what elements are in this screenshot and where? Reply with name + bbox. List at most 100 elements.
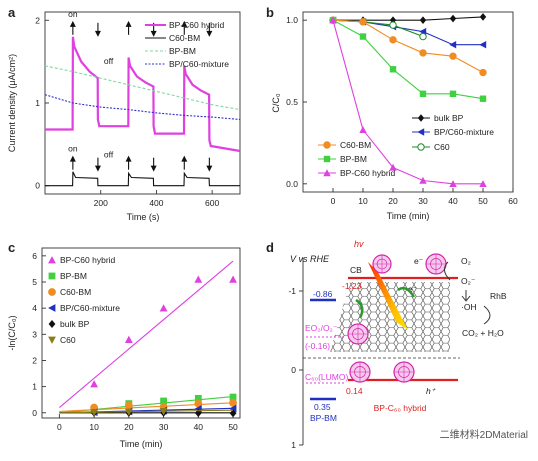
b-legend-marker-c60-bm: [323, 141, 331, 149]
b-series-line-bp-bm: [332, 19, 484, 100]
d-cb-label: CB: [350, 265, 362, 275]
d-watermark: 二维材料2DMaterial: [440, 428, 528, 441]
c-point-c60-2: [124, 408, 133, 416]
d-o2-minus: O₂⁻: [461, 276, 476, 286]
d-green-arrow-2: [397, 286, 416, 298]
panel-a-arrows: on off on off: [68, 9, 213, 172]
c-fit-c60: [59, 409, 234, 414]
c-point-bp-c60-hybrid-3: [159, 304, 168, 312]
a-annotation-off-bottom: off: [104, 150, 114, 160]
a-ytick-label-2: 2: [35, 15, 40, 25]
a-arrow-head-2-0: [125, 20, 132, 27]
b-legend-marker-bp-bm: [323, 155, 331, 163]
panel-b-series: [329, 13, 487, 188]
c-ytick-label-4: 4: [32, 303, 37, 313]
c-legend-marker-bp-c60-hybrid: [48, 256, 56, 264]
panel-b-legend: bulk BP BP/C60-mixture C60-BM C60 BP-BM BP-C6…: [318, 113, 494, 178]
c-xtick-label-20: 20: [124, 422, 134, 432]
c-ytick-label-3: 3: [32, 329, 37, 339]
c-xtick-label-0: 0: [57, 422, 62, 432]
a-legend-label-bp-c60-mixture: BP/C60-mixture: [169, 59, 229, 69]
d-bpbm-label: BP-BM: [310, 413, 337, 423]
d-cb-value: -1.23: [342, 281, 362, 291]
c-point-bp-bm-5: [229, 393, 237, 401]
a-arrow-head-0-0: [69, 20, 76, 27]
b-legend-label-bp-c60-mixture: BP/C60-mixture: [434, 127, 494, 137]
a-arrow-head-3-1: [150, 165, 157, 172]
c-ytick-label-1: 1: [32, 382, 37, 392]
panel-c-frame: [41, 247, 241, 419]
c-point-c60-3: [159, 408, 168, 416]
a-arrow-head-4-0: [181, 20, 188, 27]
panel-a-series: [44, 36, 241, 187]
panel-b-ticks: 0 10 20 30 40 50 60 0.0 0.5 1.0: [286, 15, 518, 206]
a-legend-label-c60-bm: C60-BM: [169, 33, 200, 43]
c-xtick-label-40: 40: [194, 422, 204, 432]
b-legend-marker-bp-c60-hybrid: [323, 169, 331, 177]
b-point-bp-c60-hybrid-5: [479, 180, 487, 188]
panel-c-xlabel: Time (min): [120, 439, 163, 449]
d-eminus-2: e⁻: [408, 284, 418, 294]
a-arrow-head-0-1: [69, 155, 76, 162]
c-legend-label-bp-c60-hybrid: BP-C60 hybrid: [60, 255, 116, 265]
a-series-line-bp-c60-mixture: [44, 94, 241, 121]
b-xtick-label-40: 40: [448, 196, 458, 206]
panel-c-ylabel: -ln(C/C₀): [7, 315, 17, 350]
c-legend-marker-bp-c60-mixture: [48, 304, 56, 312]
b-xtick-label-20: 20: [388, 196, 398, 206]
d-o2-arrow: [444, 261, 451, 281]
a-annotation-on-top: on: [68, 9, 78, 19]
b-legend-label-c60: C60: [434, 142, 450, 152]
panel-b-ylabel: C/C₀: [271, 93, 281, 112]
b-point-bp-bm-5: [479, 95, 487, 102]
a-annotation-on-bottom: on: [68, 144, 78, 154]
b-point-bulk-bp-2: [389, 16, 397, 24]
b-xtick-label-30: 30: [418, 196, 428, 206]
b-point-bulk-bp-5: [479, 13, 487, 21]
d-vb-value: 0.14: [346, 386, 363, 396]
a-ytick-label-1: 1: [35, 98, 40, 108]
panel-b: b 0 10 20 30 40 50 60 0.0 0.5 1.0 Time (min) C/C₀…: [266, 5, 518, 221]
c-legend-marker-c60-bm: [48, 288, 56, 296]
c-fit-c60-bm: [59, 402, 234, 413]
panel-d: d -1 0 1 V vs RHE -0.86 0.35 BP-BM: [266, 239, 528, 450]
b-point-bp-bm-1: [359, 33, 367, 40]
a-arrow-head-2-1: [125, 155, 132, 162]
c-point-bp-c60-hybrid-1: [90, 380, 99, 388]
d-eminus-1: e⁻: [414, 256, 424, 266]
d-ticklabel-1: 1: [291, 440, 296, 450]
a-series-line-c60-bm: [45, 171, 240, 187]
b-point-c60-bm-5: [479, 68, 487, 77]
b-legend-label-bp-bm: BP-BM: [340, 154, 367, 164]
b-xtick-label-10: 10: [358, 196, 368, 206]
c-legend-label-bp-bm: BP-BM: [60, 271, 87, 281]
panel-b-xlabel: Time (min): [387, 211, 430, 221]
b-legend-marker-bp-c60-mixture: [417, 128, 425, 136]
d-rhb-arrow: [483, 305, 491, 325]
d-ticklabel-minus1: -1: [288, 286, 296, 296]
panel-a-xlabel: Time (s): [127, 212, 160, 222]
panel-c-ticks: 0 10 20 30 40 50 0 1 2 3 4 5 6: [32, 251, 238, 432]
b-ytick-label-1: 1.0: [286, 15, 298, 25]
c-point-bp-bm-4: [194, 394, 202, 402]
d-lattice: [330, 282, 450, 352]
a-xtick-label-400: 400: [149, 198, 163, 208]
b-legend-marker-c60: [417, 143, 425, 151]
c-legend-label-c60: C60: [60, 335, 76, 345]
c-point-bp-c60-hybrid-2: [124, 335, 133, 343]
b-legend-label-bulk-bp: bulk BP: [434, 113, 464, 123]
a-xtick-label-200: 200: [94, 198, 108, 208]
d-rhb: RhB: [490, 291, 507, 301]
d-oh: ·OH: [461, 302, 477, 312]
b-point-c60-2: [389, 21, 397, 29]
b-point-bp-bm-4: [449, 90, 457, 98]
c-point-bp-c60-hybrid-5: [229, 275, 237, 283]
c-legend-label-c60-bm: C60-BM: [60, 287, 91, 297]
c-point-bp-c60-hybrid-4: [194, 275, 203, 283]
b-series-line-bulk-bp: [333, 16, 484, 21]
panel-d-label: d: [266, 240, 274, 255]
d-down-arrow: [461, 290, 471, 302]
d-eo2-label: EO₂/O₂⁻: [305, 323, 338, 333]
b-xtick-label-60: 60: [508, 196, 518, 206]
